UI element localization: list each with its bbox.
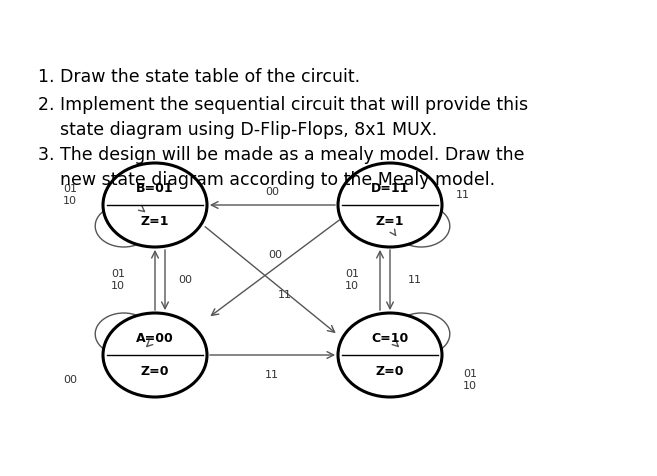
Text: 11: 11 xyxy=(265,370,279,380)
Text: B=01: B=01 xyxy=(136,182,174,195)
Text: C=10: C=10 xyxy=(371,332,409,345)
Text: 00: 00 xyxy=(63,375,77,385)
Ellipse shape xyxy=(103,313,207,397)
Text: Z=0: Z=0 xyxy=(141,365,170,378)
Ellipse shape xyxy=(103,163,207,247)
Text: 00: 00 xyxy=(178,275,192,285)
Text: 3. The design will be made as a mealy model. Draw the: 3. The design will be made as a mealy mo… xyxy=(38,146,524,164)
Text: A=00: A=00 xyxy=(136,332,174,345)
Text: Z=1: Z=1 xyxy=(376,215,404,228)
Text: 00: 00 xyxy=(265,187,279,197)
Text: Z=0: Z=0 xyxy=(376,365,404,378)
Text: state diagram using D-Flip-Flops, 8x1 MUX.: state diagram using D-Flip-Flops, 8x1 MU… xyxy=(60,121,437,139)
Text: 01
10: 01 10 xyxy=(111,269,125,291)
Text: Z=1: Z=1 xyxy=(141,215,170,228)
Text: 11: 11 xyxy=(278,290,292,300)
Ellipse shape xyxy=(338,313,442,397)
Text: 2. Implement the sequential circuit that will provide this: 2. Implement the sequential circuit that… xyxy=(38,96,528,114)
Text: 11: 11 xyxy=(456,190,470,200)
Text: new state diagram according to the Mealy model.: new state diagram according to the Mealy… xyxy=(60,171,495,189)
Text: 01
10: 01 10 xyxy=(63,184,77,206)
Text: 00: 00 xyxy=(268,250,282,260)
Text: D=11: D=11 xyxy=(371,182,409,195)
Text: 11: 11 xyxy=(408,275,422,285)
Text: 01
10: 01 10 xyxy=(345,269,359,291)
Text: 01
10: 01 10 xyxy=(463,369,477,391)
Text: 1. Draw the state table of the circuit.: 1. Draw the state table of the circuit. xyxy=(38,68,360,86)
Ellipse shape xyxy=(338,163,442,247)
